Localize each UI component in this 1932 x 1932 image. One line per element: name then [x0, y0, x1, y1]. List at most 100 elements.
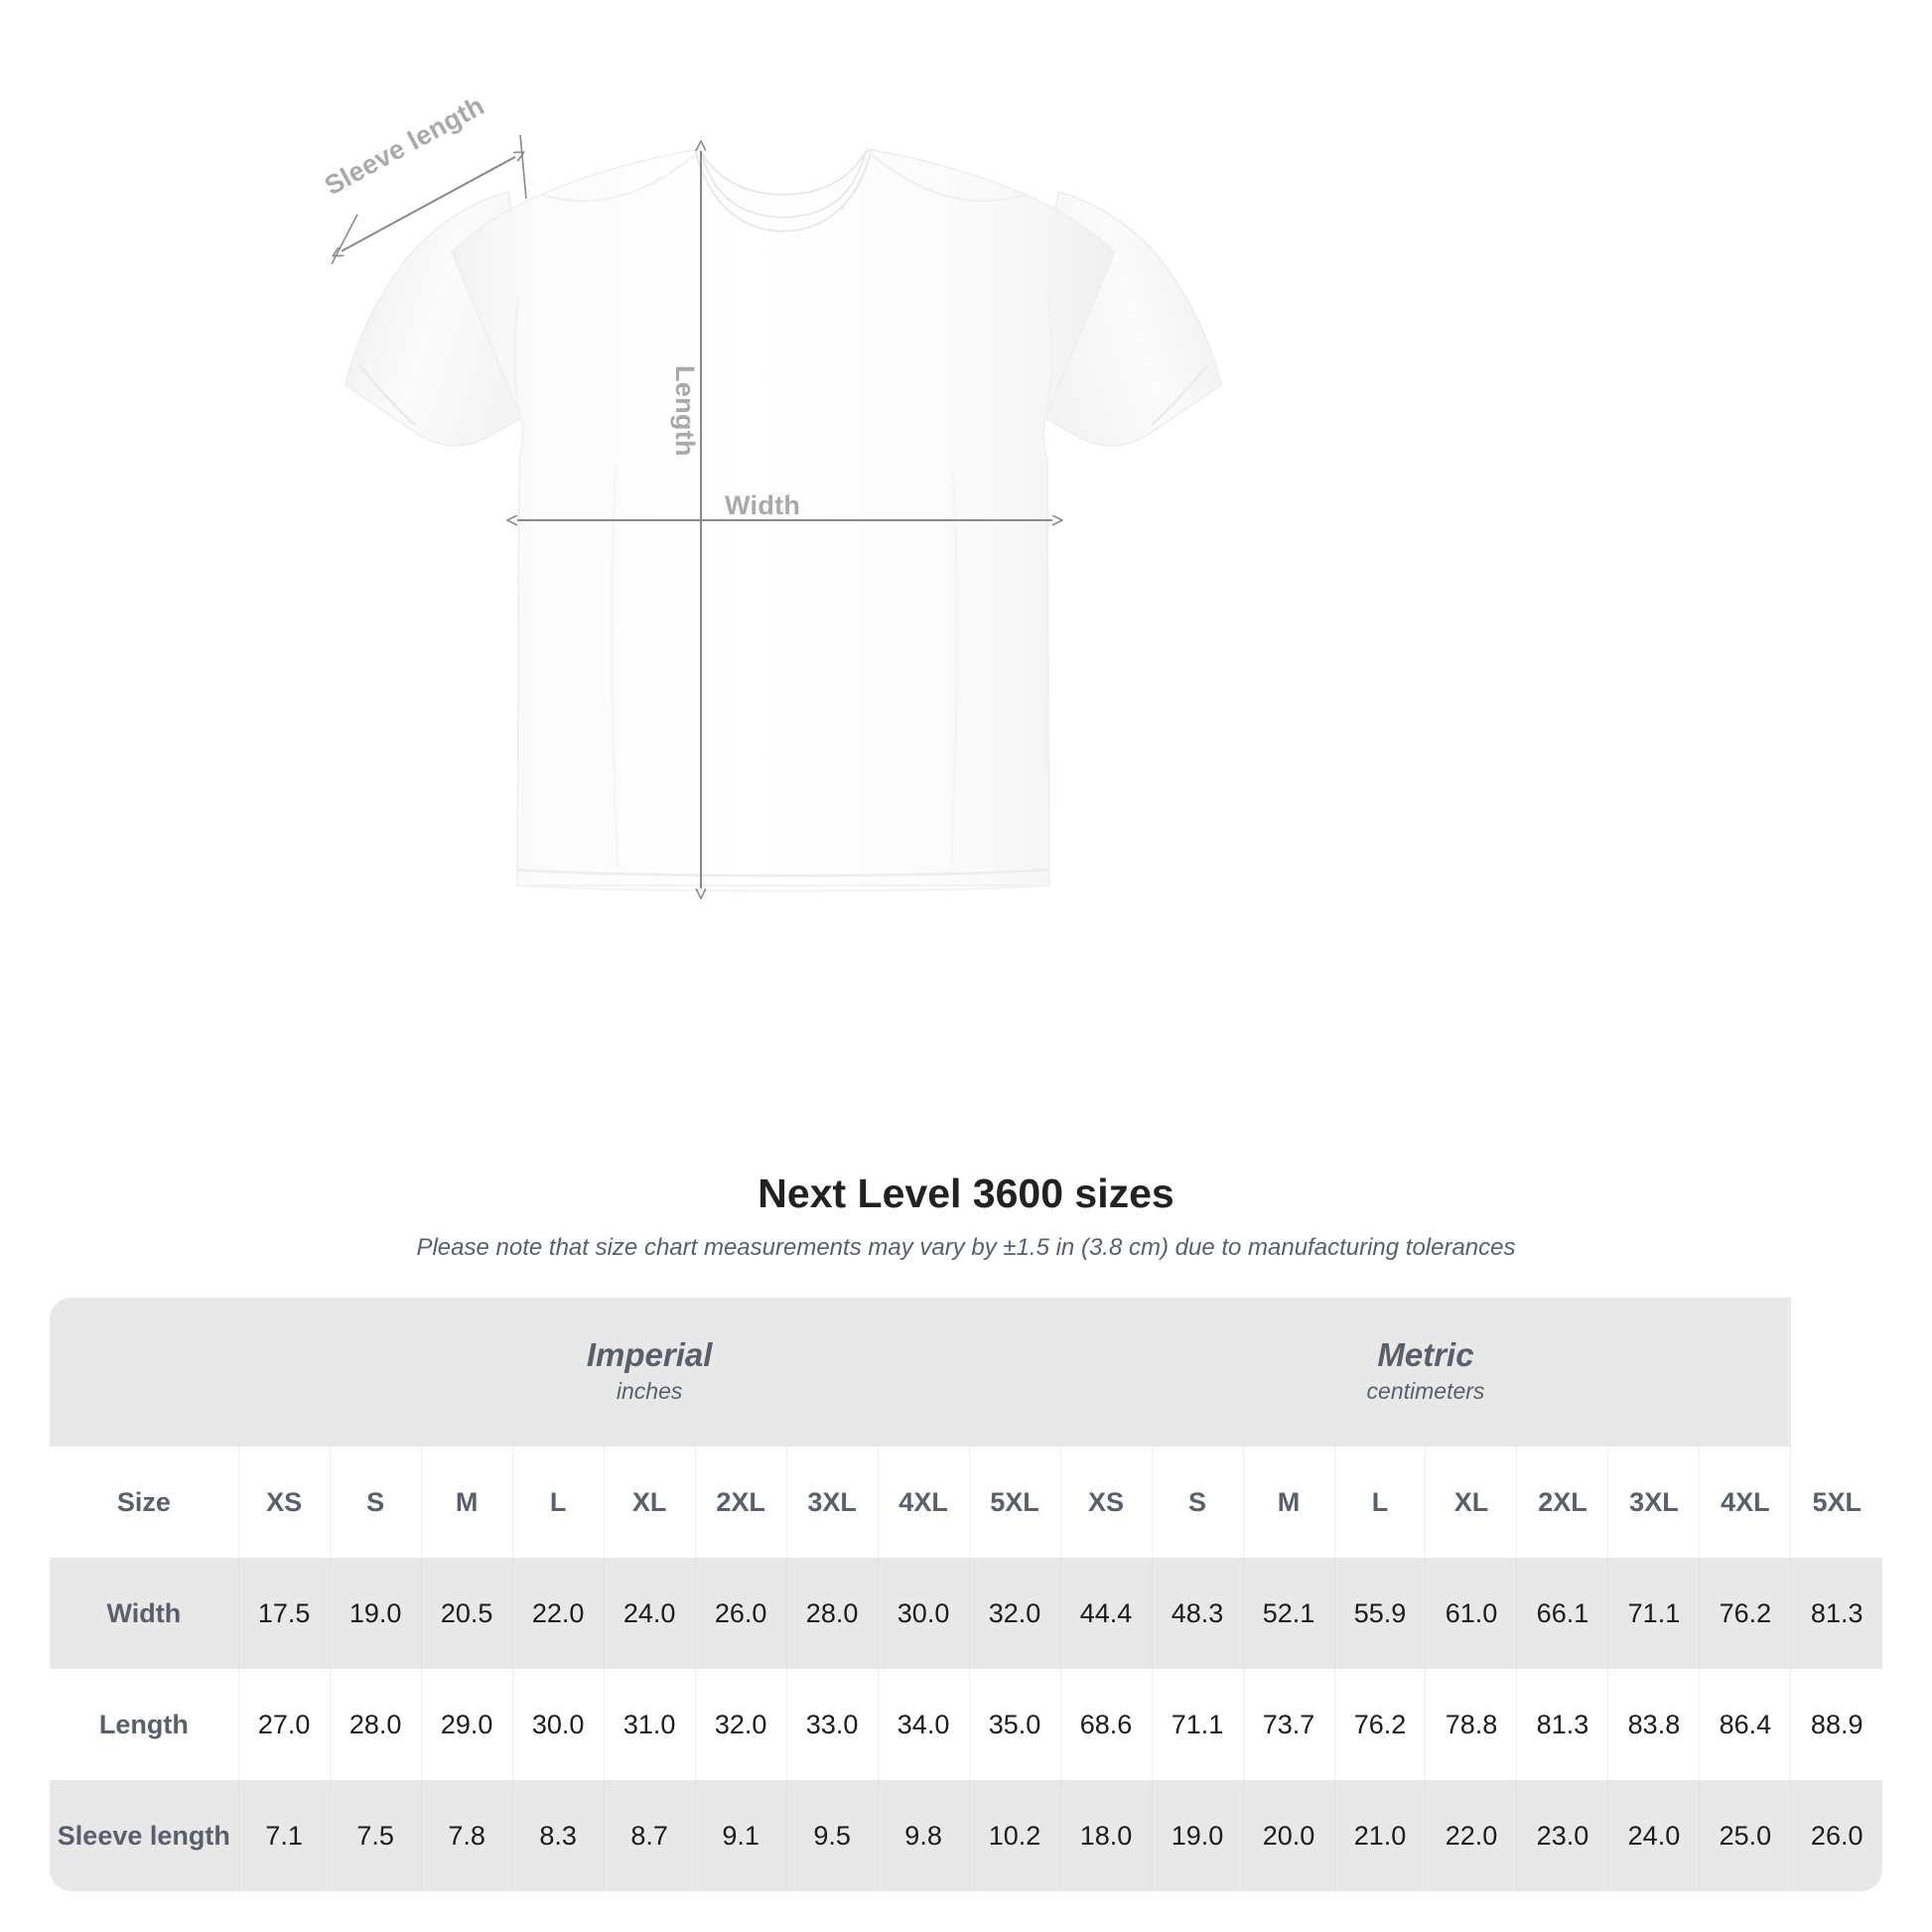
cell-sleeve-metric-s: 19.0: [1151, 1780, 1244, 1891]
cell-sleeve-imperial-s: 7.5: [329, 1780, 422, 1891]
cell-length-metric-5xl: 88.9: [1790, 1669, 1882, 1780]
cell-width-imperial-2xl: 26.0: [694, 1558, 787, 1669]
size-chart-table-container: Imperial inches Metric centimeters Size …: [50, 1298, 1882, 1891]
size-header-imperial-5xl: 5XL: [968, 1447, 1061, 1558]
cell-sleeve-metric-l: 21.0: [1333, 1780, 1426, 1891]
cell-length-imperial-s: 28.0: [329, 1669, 422, 1780]
right-sleeve-hem: [1151, 364, 1208, 426]
cell-sleeve-metric-2xl: 23.0: [1516, 1780, 1608, 1891]
cell-width-imperial-4xl: 30.0: [877, 1558, 970, 1669]
size-header-imperial-xl: XL: [603, 1447, 696, 1558]
tolerance-note: Please note that size chart measurements…: [416, 1234, 1516, 1262]
cell-length-imperial-xs: 27.0: [237, 1669, 331, 1780]
cell-length-metric-xl: 78.8: [1425, 1669, 1517, 1780]
unit-group-imperial: Imperial inches: [238, 1298, 1061, 1447]
tshirt-illustration: [331, 134, 1222, 1152]
table-corner-cell: [50, 1298, 239, 1447]
cell-sleeve-metric-xl: 22.0: [1425, 1780, 1517, 1891]
collar-ribbing: [700, 150, 867, 218]
size-header-metric-2xl: 2XL: [1516, 1447, 1608, 1558]
right-shoulder-seam: [866, 150, 1027, 203]
unit-header-row: Imperial inches Metric centimeters: [50, 1298, 1882, 1447]
sleeve-extension-upper: [519, 134, 527, 200]
size-header-metric-s: S: [1151, 1447, 1244, 1558]
length-annotation-label: Length: [670, 365, 700, 457]
cell-width-imperial-3xl: 28.0: [785, 1558, 879, 1669]
cell-sleeve-metric-3xl: 24.0: [1607, 1780, 1700, 1891]
unit-group-metric-name: Metric: [1377, 1335, 1474, 1373]
size-header-imperial-xs: XS: [237, 1447, 331, 1558]
page-title: Next Level 3600 sizes: [758, 1171, 1174, 1216]
cell-length-imperial-5xl: 35.0: [968, 1669, 1061, 1780]
bottom-edge: [516, 885, 1050, 893]
cell-length-imperial-2xl: 32.0: [694, 1669, 787, 1780]
cell-length-imperial-m: 29.0: [420, 1669, 513, 1780]
table-row: Length 27.0 28.0 29.0 30.0 31.0 32.0 33.…: [50, 1669, 1882, 1780]
cell-width-imperial-m: 20.5: [420, 1558, 513, 1669]
cell-width-metric-4xl: 76.2: [1699, 1558, 1791, 1669]
cell-length-metric-xs: 68.6: [1059, 1669, 1153, 1780]
neckline-outer: [694, 148, 873, 233]
size-header-metric-xs: XS: [1059, 1447, 1153, 1558]
row-label-length: Length: [50, 1669, 239, 1780]
width-annotation-label: Width: [725, 490, 801, 520]
size-header-imperial-s: S: [329, 1447, 422, 1558]
size-header-imperial-4xl: 4XL: [877, 1447, 970, 1558]
cell-sleeve-metric-4xl: 25.0: [1699, 1780, 1791, 1891]
cell-width-metric-l: 55.9: [1333, 1558, 1426, 1669]
cell-sleeve-imperial-5xl: 10.2: [968, 1780, 1061, 1891]
cell-length-imperial-4xl: 34.0: [877, 1669, 970, 1780]
unit-group-metric-unit: centimeters: [1366, 1377, 1485, 1404]
cell-length-metric-3xl: 83.8: [1607, 1669, 1700, 1780]
cell-width-imperial-5xl: 32.0: [968, 1558, 1061, 1669]
cell-sleeve-imperial-xs: 7.1: [237, 1780, 331, 1891]
cell-width-imperial-l: 22.0: [511, 1558, 605, 1669]
table-row: Width 17.5 19.0 20.5 22.0 24.0 26.0 28.0…: [50, 1558, 1882, 1669]
left-shoulder-seam: [540, 150, 701, 203]
unit-group-metric: Metric centimeters: [1060, 1298, 1791, 1447]
size-header-metric-l: L: [1333, 1447, 1426, 1558]
size-header-metric-m: M: [1242, 1447, 1334, 1558]
cell-width-imperial-xs: 17.5: [237, 1558, 331, 1669]
cell-sleeve-imperial-m: 7.8: [420, 1780, 513, 1891]
measurement-arrows: [331, 134, 1052, 889]
size-header-label: Size: [50, 1447, 239, 1558]
sleeve-length-arrow: [342, 157, 515, 251]
left-sleeve-hem: [358, 364, 416, 426]
size-header-row: Size XS S M L XL 2XL 3XL 4XL 5XL XS S M …: [50, 1447, 1882, 1558]
cell-length-imperial-xl: 31.0: [603, 1669, 696, 1780]
cell-sleeve-imperial-3xl: 9.5: [785, 1780, 879, 1891]
cell-sleeve-imperial-2xl: 9.1: [694, 1780, 787, 1891]
right-armhole-seam: [1045, 297, 1053, 418]
cell-width-imperial-s: 19.0: [329, 1558, 422, 1669]
size-header-metric-5xl: 5XL: [1790, 1447, 1882, 1558]
cell-sleeve-metric-xs: 18.0: [1059, 1780, 1153, 1891]
shirt-diagram-panel: Sleeve length Length Width: [320, 90, 1222, 1152]
size-header-imperial-m: M: [420, 1447, 513, 1558]
size-header-metric-3xl: 3XL: [1607, 1447, 1700, 1558]
cell-length-metric-4xl: 86.4: [1699, 1669, 1791, 1780]
size-header-imperial-2xl: 2XL: [694, 1447, 787, 1558]
cell-length-metric-l: 76.2: [1333, 1669, 1426, 1780]
cell-width-metric-xs: 44.4: [1059, 1558, 1153, 1669]
cell-length-metric-2xl: 81.3: [1516, 1669, 1608, 1780]
size-chart-table: Imperial inches Metric centimeters Size …: [50, 1298, 1882, 1891]
size-header-imperial-l: L: [511, 1447, 605, 1558]
table-row: Sleeve length 7.1 7.5 7.8 8.3 8.7 9.1 9.…: [50, 1780, 1882, 1891]
cell-length-metric-m: 73.7: [1242, 1669, 1334, 1780]
cell-width-metric-s: 48.3: [1151, 1558, 1244, 1669]
left-armhole-seam: [513, 297, 521, 418]
unit-group-imperial-name: Imperial: [586, 1335, 713, 1373]
cell-sleeve-imperial-4xl: 9.8: [877, 1780, 970, 1891]
size-header-metric-xl: XL: [1425, 1447, 1517, 1558]
unit-group-imperial-unit: inches: [616, 1377, 683, 1404]
size-header-metric-4xl: 4XL: [1699, 1447, 1791, 1558]
size-header-imperial-3xl: 3XL: [785, 1447, 879, 1558]
cell-sleeve-imperial-l: 8.3: [511, 1780, 605, 1891]
cell-width-metric-xl: 61.0: [1425, 1558, 1517, 1669]
cell-width-metric-m: 52.1: [1242, 1558, 1334, 1669]
cell-length-imperial-l: 30.0: [511, 1669, 605, 1780]
cell-length-metric-s: 71.1: [1151, 1669, 1244, 1780]
cell-width-metric-2xl: 66.1: [1516, 1558, 1608, 1669]
cell-length-imperial-3xl: 33.0: [785, 1669, 879, 1780]
